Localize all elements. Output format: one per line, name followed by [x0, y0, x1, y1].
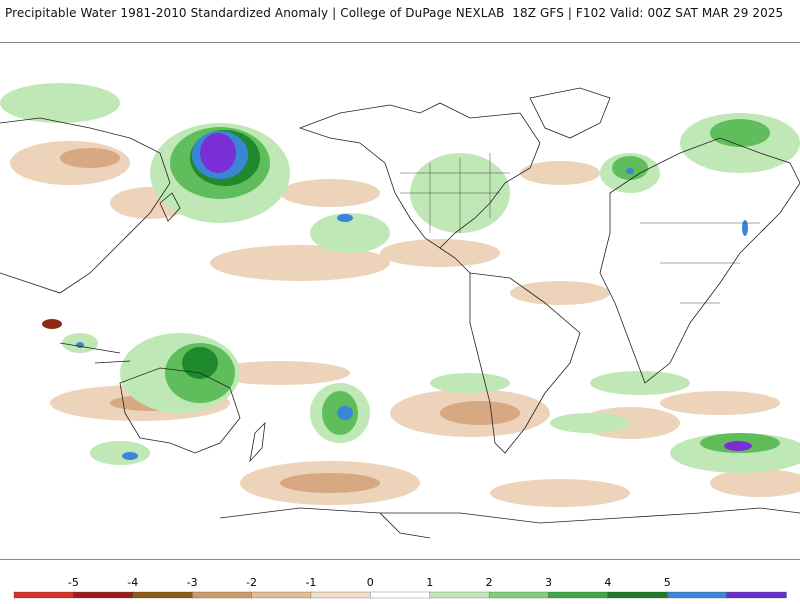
color-legend: -5 -4 -3 -2 -1 0 1 2 3 4 5 [0, 570, 800, 600]
legend-bin-1 [73, 591, 134, 599]
weather-map[interactable] [0, 42, 800, 560]
legend-tick-label: -1 [305, 576, 317, 589]
legend-tick-label: 4 [604, 576, 612, 589]
legend-bin-6 [370, 591, 431, 599]
legend-bin-11 [667, 591, 728, 599]
legend-tick-label: -5 [67, 576, 79, 589]
anomaly-map-svg [0, 83, 800, 539]
legend-bin-2 [132, 591, 193, 599]
legend-bin-12 [726, 591, 787, 599]
wet-anomaly-extreme [200, 133, 752, 451]
legend-colorbar [13, 591, 787, 599]
legend-bin-10 [607, 591, 668, 599]
legend-tick-label: 5 [663, 576, 671, 589]
legend-bin-8 [488, 591, 550, 599]
legend-tick-label: -4 [127, 576, 139, 589]
legend-tick-label: 1 [426, 576, 434, 589]
legend-tick-label: -2 [246, 576, 258, 589]
legend-tick-label: 2 [485, 576, 493, 589]
strong-dry-spot [42, 319, 62, 329]
legend-bin-3 [192, 591, 253, 599]
map-title: Precipitable Water 1981-2010 Standardize… [5, 6, 784, 20]
legend-bin-9 [548, 591, 609, 599]
legend-tick-label: -3 [186, 576, 198, 589]
legend-bin-5 [310, 591, 371, 599]
legend-bin-7 [429, 591, 490, 599]
legend-bin-0 [13, 591, 75, 599]
legend-bin-4 [251, 591, 312, 599]
legend-tick-label: 0 [366, 576, 374, 589]
coastlines [0, 87, 800, 539]
legend-tick-label: 3 [544, 576, 552, 589]
